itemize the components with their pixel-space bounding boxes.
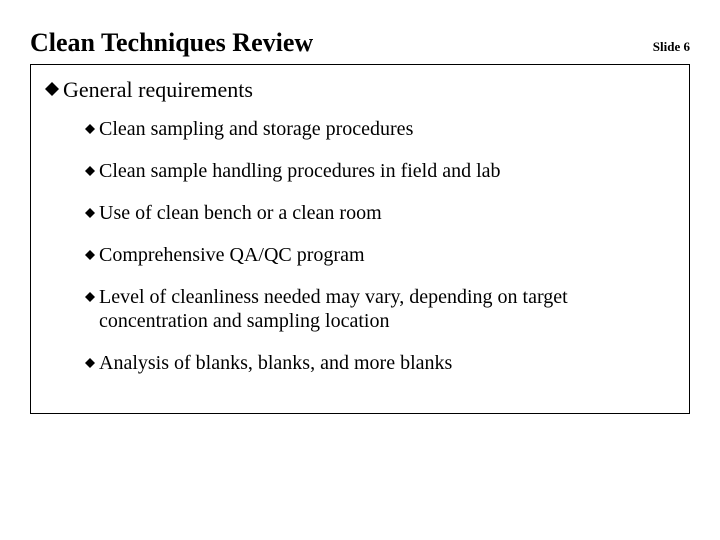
diamond-bullet-icon (85, 292, 95, 302)
level2-text: Use of clean bench or a clean room (99, 201, 382, 225)
slide-number: Slide 6 (653, 39, 690, 55)
level2-text: Comprehensive QA/QC program (99, 243, 365, 267)
slide: Clean Techniques Review Slide 6 General … (0, 0, 720, 540)
diamond-bullet-icon (85, 250, 95, 260)
level2-text: Clean sample handling procedures in fiel… (99, 159, 501, 183)
level2-item: Clean sample handling procedures in fiel… (85, 159, 671, 183)
level1-text: General requirements (63, 77, 253, 103)
diamond-bullet-icon (85, 166, 95, 176)
level2-text: Clean sampling and storage procedures (99, 117, 413, 141)
level2-item: Use of clean bench or a clean room (85, 201, 671, 225)
level2-text: Analysis of blanks, blanks, and more bla… (99, 351, 452, 375)
level2-item: Clean sampling and storage procedures (85, 117, 671, 141)
level1-item: General requirements (45, 77, 671, 103)
level2-text: Level of cleanliness needed may vary, de… (99, 285, 671, 333)
level2-item: Analysis of blanks, blanks, and more bla… (85, 351, 671, 375)
content-box: General requirements Clean sampling and … (30, 64, 690, 414)
slide-header: Clean Techniques Review Slide 6 (30, 28, 690, 58)
diamond-bullet-icon (85, 124, 95, 134)
level2-item: Comprehensive QA/QC program (85, 243, 671, 267)
diamond-bullet-icon (85, 208, 95, 218)
level2-item: Level of cleanliness needed may vary, de… (85, 285, 671, 333)
slide-title: Clean Techniques Review (30, 28, 313, 58)
level2-list: Clean sampling and storage procedures Cl… (45, 117, 671, 375)
diamond-bullet-icon (85, 358, 95, 368)
diamond-bullet-icon (45, 82, 59, 96)
